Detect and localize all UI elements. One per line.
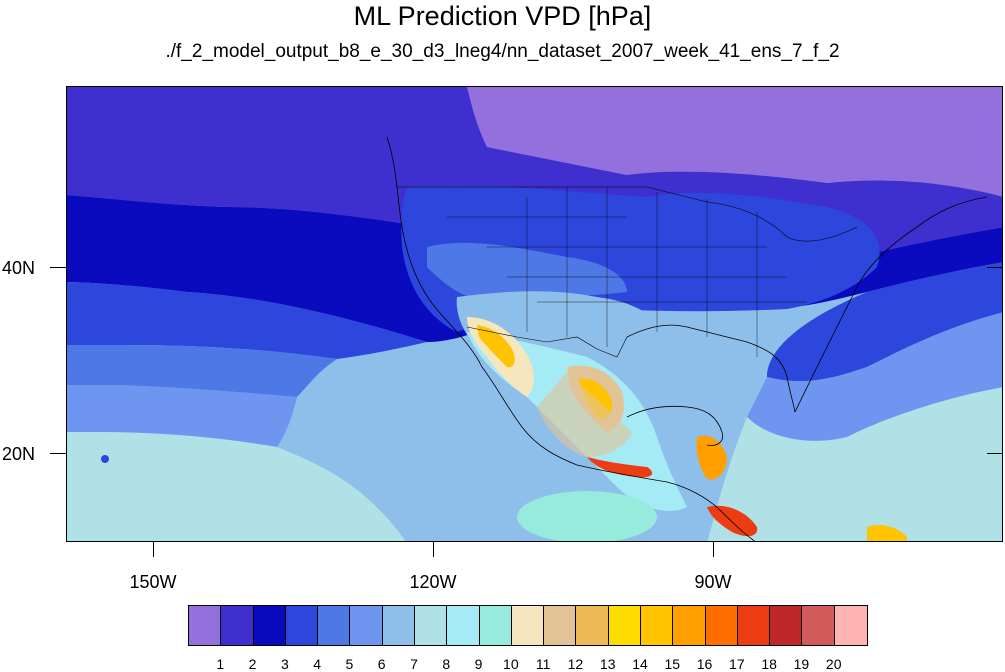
colorbar-swatch: [189, 606, 222, 645]
colorbar-swatch: [350, 606, 383, 645]
colorbar-label: 19: [793, 656, 810, 672]
colorbar-swatch: [834, 606, 867, 645]
band-east-blue: [767, 262, 1002, 382]
colorbar-swatch: [447, 606, 480, 645]
colorbar-swatch: [576, 606, 609, 645]
colorbar-label: 1: [216, 656, 225, 672]
pacific-teal: [517, 491, 657, 541]
colorbar-swatch: [253, 606, 286, 645]
band-east-cyan: [707, 387, 1002, 541]
central-america-hot: [707, 505, 758, 537]
colorbar-swatch: [318, 606, 351, 645]
us-mexico-border: [466, 326, 628, 358]
colorbar-label: 20: [825, 656, 842, 672]
tick-right-40n: [987, 267, 1003, 268]
colorbar-swatch: [221, 606, 254, 645]
colorbar-label: 9: [474, 656, 483, 672]
vpd-map: [66, 86, 1003, 542]
coastline-gulf: [626, 324, 796, 413]
colorbar-swatch: [285, 606, 319, 645]
colorbar-swatch: [479, 606, 512, 645]
colorbar-swatch: [737, 606, 771, 645]
colorbar-swatch: [511, 606, 545, 645]
lat-label-20n: 20N: [2, 444, 36, 464]
tick-bottom-90w: [713, 541, 714, 557]
lon-label-90w: 90W: [694, 572, 732, 592]
colorbar-swatch: [544, 606, 577, 645]
colorbar-label: 12: [567, 656, 584, 672]
band-east-light: [747, 312, 1002, 441]
band-light-blue: [67, 385, 297, 447]
band-blue: [67, 282, 427, 359]
tick-bottom-150w: [153, 541, 154, 557]
coastline-yucatan: [626, 405, 724, 446]
us-canada-border: [397, 186, 858, 242]
vpd-field: [67, 87, 1002, 541]
colorbar-swatch: [608, 606, 641, 645]
map-subtitle: ./f_2_model_output_b8_e_30_d3_lneg4/nn_d…: [165, 41, 840, 62]
colorbar-label: 17: [729, 656, 745, 672]
guatemala-hot: [696, 435, 727, 480]
lon-label-150w: 150W: [129, 572, 177, 592]
venezuela-hot: [867, 525, 907, 541]
colorbar-label: 11: [535, 656, 551, 672]
colorbar-swatch: [640, 606, 674, 645]
baja-core: [477, 325, 515, 368]
lat-label-40n: 40N: [2, 258, 36, 278]
colorbar-label: 3: [280, 656, 289, 672]
colorbar-swatch: [673, 606, 706, 645]
southern-mexico-hot: [587, 457, 653, 478]
colorbar-label: 13: [599, 656, 616, 672]
colorbar: [188, 605, 868, 646]
coastline-west: [386, 136, 756, 541]
central-mexico-hot: [537, 372, 632, 457]
colorbar-label: 6: [377, 656, 386, 672]
tick-right-20n: [987, 453, 1003, 454]
tick-bottom-120w: [433, 541, 434, 557]
colorbar-swatch: [770, 606, 803, 645]
state-lines: [447, 187, 807, 357]
band-cyan: [67, 431, 406, 541]
colorbar-label: 5: [345, 656, 354, 672]
band-mid-blue: [67, 345, 337, 397]
map-title: ML Prediction VPD [hPa]: [353, 1, 652, 31]
colorbar-swatch: [802, 606, 835, 645]
colorbar-label: 16: [696, 656, 713, 672]
colorbar-label: 10: [503, 656, 519, 672]
coastline-east: [794, 196, 988, 413]
lon-label-120w: 120W: [409, 572, 457, 592]
colorbar-label: 18: [761, 656, 777, 672]
hawaii: [101, 455, 109, 463]
colorbar-label: 8: [442, 656, 451, 672]
colorbar-label: 14: [632, 656, 648, 672]
colorbar-swatch: [414, 606, 448, 645]
band-purple: [467, 87, 1002, 197]
tick-left-40n: [50, 267, 66, 268]
colorbar-label: 15: [664, 656, 681, 672]
colorbar-swatch: [705, 606, 738, 645]
tick-left-20n: [50, 453, 66, 454]
colorbar-label: 4: [313, 656, 322, 672]
colorbar-label: 2: [248, 656, 257, 672]
colorbar-swatch: [382, 606, 415, 645]
colorbar-label: 7: [410, 656, 418, 672]
